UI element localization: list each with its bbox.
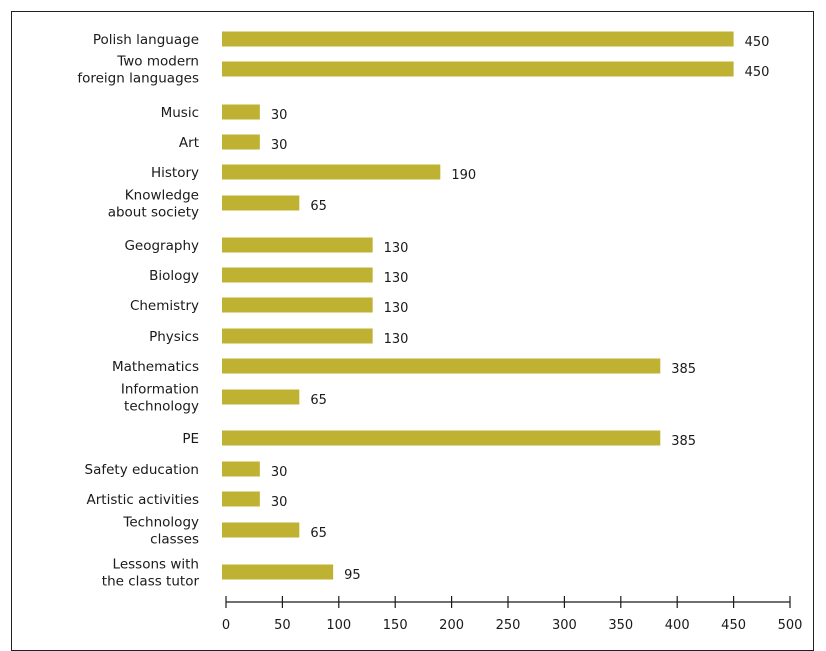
data-label: 65: [310, 199, 327, 214]
category-label: Geography: [124, 238, 199, 254]
bar: [222, 491, 260, 507]
data-label: 450: [745, 65, 770, 80]
bar: [222, 430, 661, 446]
category-label: Mathematics: [112, 359, 199, 375]
data-label: 65: [310, 393, 327, 408]
bar: [222, 267, 373, 283]
data-label: 190: [451, 168, 476, 183]
bar: [222, 297, 373, 313]
category-label: PE: [182, 431, 199, 447]
x-tick-label: 350: [608, 618, 633, 633]
category-label: Safety education: [85, 462, 199, 478]
bar: [222, 134, 260, 150]
category-label: technology: [124, 399, 199, 415]
x-tick-label: 250: [496, 618, 521, 633]
bar: [222, 104, 260, 120]
category-label: Information: [121, 382, 199, 398]
category-label: Art: [179, 135, 199, 151]
data-label: 130: [384, 332, 409, 347]
bar: [222, 237, 373, 253]
category-label: Chemistry: [130, 298, 199, 314]
data-label: 30: [271, 138, 288, 153]
data-label: 385: [671, 362, 696, 377]
x-tick-label: 150: [383, 618, 408, 633]
bar: [222, 461, 260, 477]
x-tick-label: 0: [222, 618, 230, 633]
chart-frame: [11, 11, 814, 651]
category-label: Lessons with: [113, 557, 199, 573]
category-label: History: [151, 165, 199, 181]
x-tick-label: 50: [274, 618, 291, 633]
x-tick-label: 300: [552, 618, 577, 633]
data-label: 130: [384, 241, 409, 256]
bar: [222, 564, 334, 580]
bar: [222, 522, 300, 538]
bar: [222, 328, 373, 344]
data-label: 30: [271, 495, 288, 510]
category-label: classes: [150, 532, 199, 548]
bar: [222, 61, 734, 77]
data-label: 30: [271, 465, 288, 480]
bar: [222, 164, 441, 180]
category-label: Technology: [122, 515, 199, 531]
data-label: 30: [271, 108, 288, 123]
category-label: Knowledge: [125, 188, 199, 204]
data-label: 65: [310, 526, 327, 541]
data-label: 130: [384, 271, 409, 286]
data-label: 385: [671, 434, 696, 449]
bar: [222, 358, 661, 374]
x-tick-label: 400: [665, 618, 690, 633]
category-label: about society: [108, 205, 199, 221]
data-label: 450: [745, 35, 770, 50]
category-label: Artistic activities: [87, 492, 199, 508]
category-label: Two modern: [116, 54, 199, 70]
x-tick-label: 200: [439, 618, 464, 633]
x-tick-label: 450: [721, 618, 746, 633]
category-label: Polish language: [93, 32, 199, 48]
category-label: Biology: [149, 268, 199, 284]
bar: [222, 389, 300, 405]
bar: [222, 31, 734, 47]
bar: [222, 195, 300, 211]
category-label: foreign languages: [77, 71, 199, 87]
category-label: the class tutor: [102, 574, 200, 590]
x-tick-label: 100: [326, 618, 351, 633]
category-label: Music: [161, 105, 199, 121]
x-tick-label: 500: [778, 618, 803, 633]
category-label: Physics: [149, 329, 199, 345]
data-label: 130: [384, 301, 409, 316]
data-label: 95: [344, 568, 361, 583]
